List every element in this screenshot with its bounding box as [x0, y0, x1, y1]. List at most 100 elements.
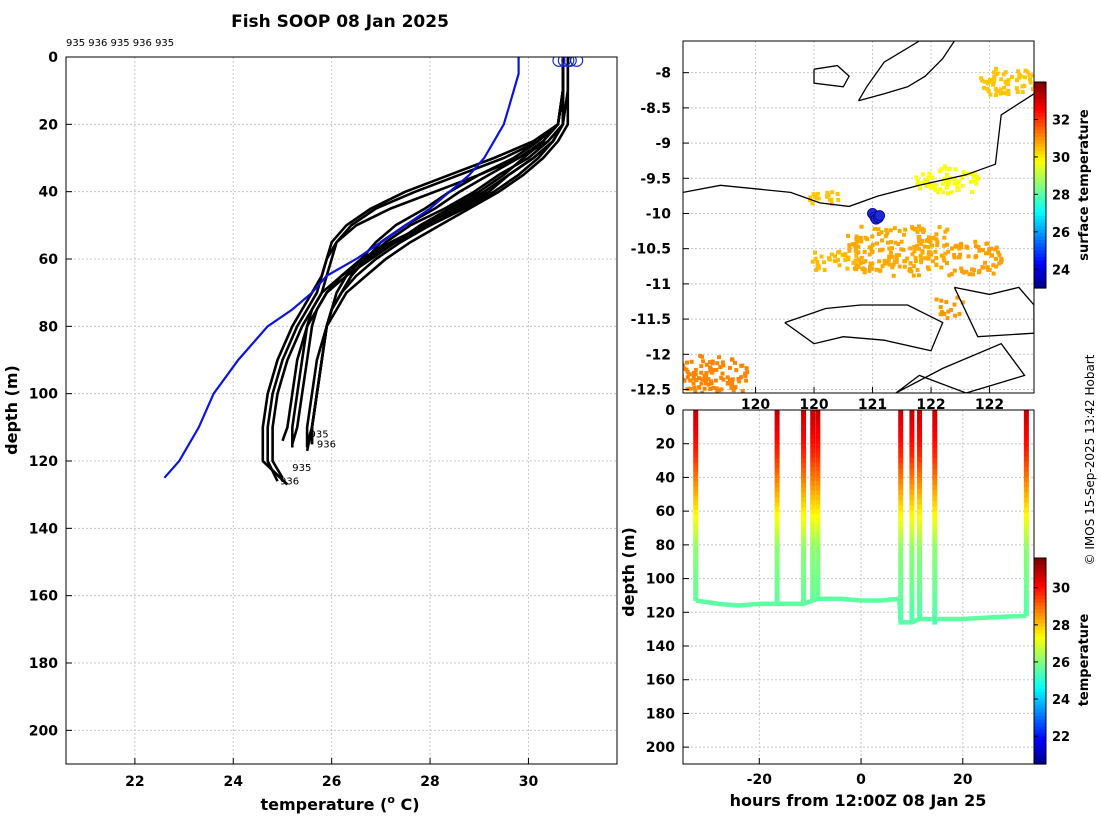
sst-pixel	[945, 316, 950, 321]
cast-segment	[898, 420, 904, 427]
sst-pixel	[843, 252, 848, 257]
sst-pixel	[929, 252, 934, 257]
section-colorbar-segment	[1034, 630, 1046, 635]
map-x-tick-label: 121	[858, 397, 887, 413]
x-tick-label: 30	[519, 774, 539, 790]
map-colorbar-segment	[1034, 82, 1046, 87]
cast-segment	[898, 579, 904, 586]
cast-segment	[917, 540, 923, 547]
cast-segment	[1023, 553, 1029, 560]
section-colorbar-segment	[1034, 685, 1046, 690]
sst-pixel	[840, 253, 845, 257]
cast-segment	[898, 468, 904, 475]
cast-segment	[693, 467, 699, 473]
cast-segment	[1023, 605, 1029, 612]
cast-segment	[932, 586, 938, 593]
cast-segment	[815, 532, 821, 538]
cast-segment	[815, 461, 821, 468]
cast-segment	[774, 443, 780, 450]
cast-segment	[815, 556, 821, 562]
sst-pixel	[700, 354, 705, 359]
sst-pixel	[934, 232, 939, 237]
sst-pixel	[699, 364, 704, 369]
section-colorbar-segment	[1034, 616, 1046, 621]
section-colorbar-segment	[1034, 695, 1046, 700]
sst-pixel	[675, 380, 679, 384]
sst-pixel	[683, 378, 687, 383]
sst-pixel	[949, 308, 954, 312]
sst-pixel	[927, 235, 931, 240]
coastline	[895, 342, 1026, 393]
section-y-tick-label: 40	[656, 470, 676, 486]
profile-end-label: 936	[280, 477, 299, 488]
x-tick-label: 26	[322, 774, 341, 790]
map-y-tick-label: -8.5	[640, 101, 671, 117]
sst-pixel	[693, 368, 698, 372]
map-colorbar-segment	[1034, 133, 1046, 138]
cast-segment	[898, 441, 904, 448]
cast-segment	[917, 430, 923, 437]
cast-segment	[1023, 548, 1029, 555]
sst-pixel	[714, 367, 719, 372]
cast-segment	[801, 550, 807, 556]
sst-pixel	[949, 272, 954, 277]
sst-pixel	[926, 245, 931, 249]
cast-segment	[693, 452, 699, 459]
sst-pixel	[994, 66, 998, 71]
ship-position-marker	[874, 210, 886, 222]
sst-pixel	[947, 166, 952, 171]
cast-segment	[693, 538, 699, 544]
sst-pixel	[913, 259, 918, 263]
sst-pixel	[999, 256, 1004, 261]
map-colorbar-segment	[1034, 157, 1046, 162]
sst-pixel	[917, 273, 921, 278]
cast-segment	[898, 574, 904, 581]
sst-pixel	[972, 174, 977, 179]
cast-segment	[774, 599, 780, 605]
cast-segment	[932, 533, 938, 539]
cast-segment	[909, 484, 915, 491]
profile-line	[281, 57, 565, 442]
cast-segment	[898, 457, 904, 464]
section-colorbar-label: temperature	[1077, 614, 1092, 707]
cast-segment	[1023, 420, 1029, 426]
cast-segment	[898, 595, 904, 602]
sst-pixel	[740, 363, 745, 368]
cast-segment	[693, 495, 699, 501]
cast-segment	[801, 589, 807, 595]
sst-pixel	[987, 251, 992, 256]
cast-segment	[810, 509, 816, 515]
sst-pixel	[946, 309, 951, 314]
sst-pixel	[856, 250, 861, 255]
sst-pixel	[882, 258, 887, 263]
sst-pixel	[678, 366, 682, 370]
sst-pixel	[999, 87, 1003, 92]
cast-segment	[801, 424, 807, 430]
cast-segment	[932, 436, 938, 443]
sst-pixel	[814, 196, 819, 201]
cast-column	[815, 410, 821, 600]
sst-pixel	[937, 225, 942, 230]
cast-segment	[909, 473, 915, 480]
sst-pixel	[993, 256, 998, 261]
cast-segment	[810, 499, 816, 505]
cast-segment	[693, 486, 699, 492]
sst-pixel	[1009, 74, 1014, 79]
sst-pixel	[854, 253, 859, 258]
cast-segment	[774, 453, 780, 459]
sst-pixel	[870, 249, 874, 254]
cast-segment	[898, 463, 904, 469]
sst-pixel	[946, 249, 951, 254]
sst-pixel	[810, 259, 815, 264]
sst-pixel	[822, 268, 827, 272]
sst-pixel	[994, 245, 999, 250]
section-colorbar-segment	[1034, 575, 1046, 580]
sst-pixel	[897, 264, 902, 269]
cast-segment	[815, 513, 821, 520]
cast-segment	[801, 511, 807, 518]
sst-pixel	[935, 243, 940, 248]
cast-segment	[898, 431, 904, 438]
sst-pixel	[942, 176, 947, 181]
cast-segment	[810, 480, 816, 487]
cast-segment	[693, 457, 699, 463]
